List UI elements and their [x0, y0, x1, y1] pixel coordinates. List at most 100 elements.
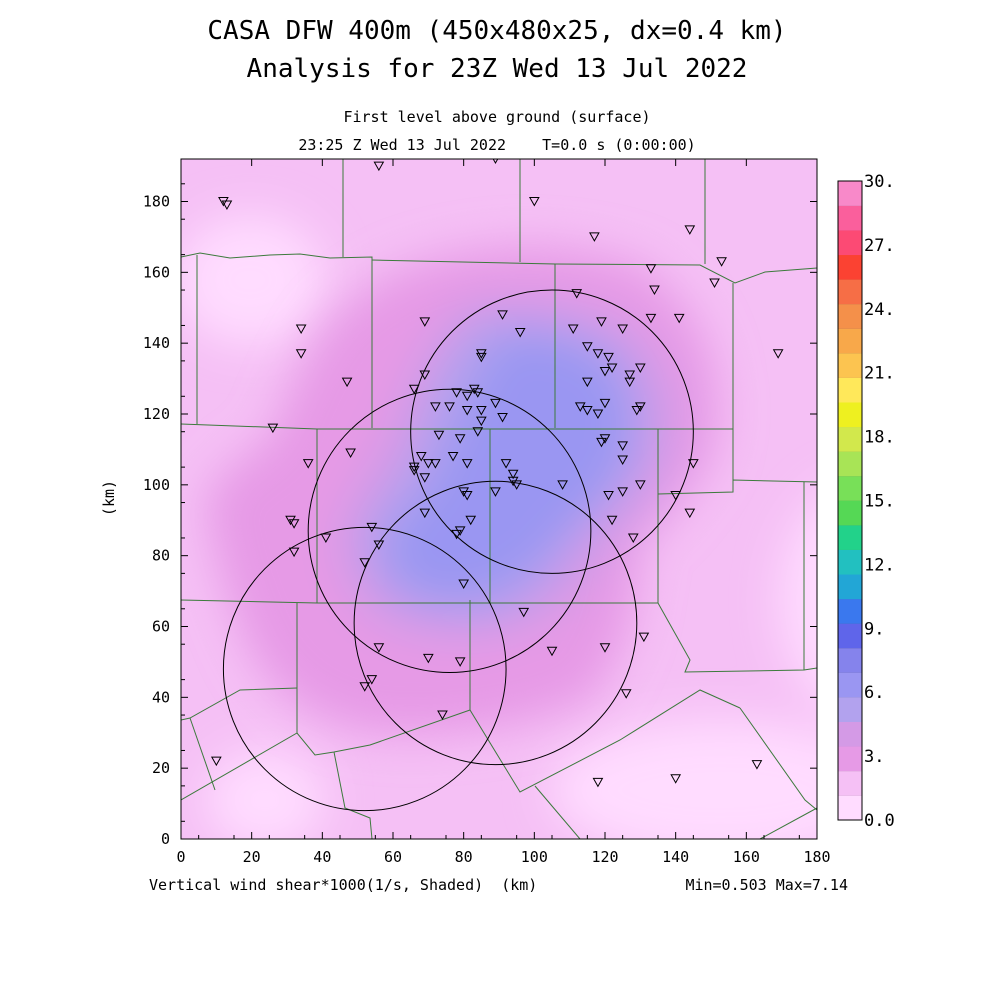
station-marker: [603, 352, 614, 363]
station-marker: [599, 434, 611, 444]
station-marker: [649, 285, 660, 296]
x-tick-label: 20: [243, 848, 261, 866]
x-tick-label: 40: [313, 848, 331, 866]
station-marker: [415, 452, 427, 462]
colorbar-swatch: [838, 623, 862, 649]
x-tick-label: 0: [176, 848, 185, 866]
station-marker: [716, 257, 727, 267]
station-marker: [617, 487, 629, 497]
colorbar-swatch: [838, 230, 862, 256]
station-marker: [458, 579, 470, 590]
colorbar-swatch: [838, 279, 862, 305]
colorbar-swatch: [838, 303, 862, 329]
y-tick-label: 0: [161, 830, 170, 848]
station-marker: [497, 310, 508, 320]
station-marker: [592, 349, 604, 359]
station-marker: [599, 367, 611, 377]
station-marker: [433, 430, 445, 441]
station-marker: [645, 264, 657, 274]
station-marker: [472, 427, 484, 437]
station-marker: [408, 384, 420, 395]
colorbar-swatch: [838, 598, 862, 624]
station-marker: [518, 607, 530, 618]
station-marker: [419, 317, 431, 327]
colorbar-swatch: [838, 525, 862, 550]
y-tick-label: 140: [143, 334, 170, 352]
station-marker: [546, 646, 558, 657]
colorbar-swatch: [838, 205, 862, 231]
station-marker: [490, 487, 501, 497]
station-marker: [366, 675, 378, 685]
station-marker: [454, 657, 466, 667]
y-tick-label: 100: [143, 476, 170, 494]
colorbar-swatch: [838, 672, 862, 698]
colorbar-label: 0.0: [864, 811, 895, 831]
station-marker: [599, 398, 611, 409]
y-tick-label: 40: [152, 688, 170, 706]
colorbar-swatch: [838, 500, 862, 526]
county-boundaries: [181, 159, 817, 839]
station-marker: [592, 777, 604, 788]
station-marker: [419, 473, 431, 483]
station-marker: [447, 452, 459, 462]
chart-subtitle-line2: 23:25 Z Wed 13 Jul 2022 T=0.0 s (0:00:00…: [298, 136, 695, 154]
colorbar-swatch: [838, 770, 862, 796]
field-light-patches: [181, 215, 817, 839]
colorbar-swatch: [838, 426, 862, 452]
station-marker: [430, 459, 441, 469]
station-marker: [221, 200, 233, 211]
station-marker: [670, 490, 682, 501]
station-marker: [596, 317, 607, 327]
station-marker: [617, 324, 629, 335]
colorbar-swatch: [838, 328, 862, 354]
radar-circle-2: [307, 388, 592, 674]
colorbar-swatch: [838, 475, 862, 501]
station-marker: [596, 437, 607, 448]
station-marker: [500, 459, 512, 469]
station-marker: [624, 370, 636, 381]
colorbar-label: 6.: [864, 683, 884, 703]
colorbar-label: 24.: [864, 300, 895, 320]
station-marker: [528, 197, 540, 207]
station-marker: [341, 377, 353, 388]
station-marker: [634, 480, 646, 490]
x-tick-label: 180: [803, 848, 830, 866]
colorbar-label: 18.: [864, 428, 895, 448]
station-marker: [437, 710, 448, 721]
station-marker: [472, 388, 484, 398]
station-marker: [373, 643, 385, 653]
radar-circle-1: [410, 289, 694, 574]
station-marker: [645, 313, 657, 324]
station-marker: [475, 405, 487, 416]
station-marker: [267, 423, 279, 434]
station-marker: [465, 515, 477, 526]
colorbar-swatch: [838, 574, 862, 600]
x-tick-label: 80: [455, 848, 473, 866]
radar-circle-3: [353, 480, 638, 766]
station-marker: [507, 469, 519, 480]
station-marker: [571, 289, 583, 299]
station-marker: [574, 402, 586, 412]
station-marker: [451, 529, 462, 540]
colorbar: 0.0 3. 6. 9. 12. 15. 18. 21. 24. 27. 30.: [837, 172, 895, 831]
station-marker: [475, 416, 487, 427]
station-marker: [475, 349, 487, 359]
station-marker: [709, 278, 720, 288]
station-marker: [592, 409, 604, 420]
station-marker: [461, 391, 473, 402]
station-marker: [606, 363, 618, 373]
x-tick-label: 140: [662, 848, 689, 866]
colorbar-swatch: [838, 647, 862, 673]
station-marker: [419, 508, 431, 519]
station-marker: [422, 653, 434, 664]
colorbar-frame: [837, 180, 863, 821]
station-marker: [295, 349, 307, 359]
y-tick-label: 20: [152, 759, 170, 777]
colorbar-label: 15.: [864, 492, 895, 512]
station-marker: [302, 459, 314, 469]
station-marker: [444, 402, 455, 412]
radar-range-circles: [222, 289, 694, 812]
x-tick-label: 100: [521, 848, 548, 866]
chart-title-line1: CASA DFW 400m (450x480x25, dx=0.4 km): [207, 16, 786, 46]
